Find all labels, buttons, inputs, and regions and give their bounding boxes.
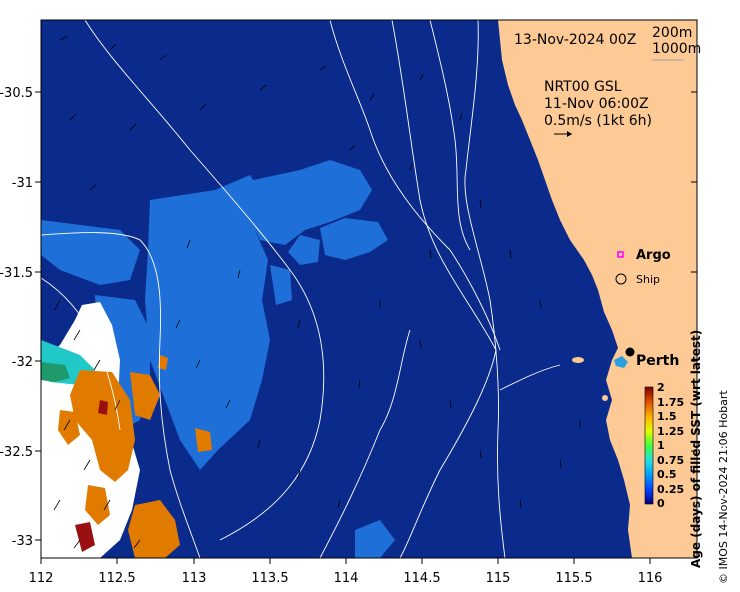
colorbar-title: Age (days) of filled SST (wrt latest) — [689, 330, 703, 568]
colorbar-ticks: 2 1.75 1.5 1.25 1 0.75 0.5 0.25 0 — [657, 381, 684, 510]
axis-ticks — [35, 91, 697, 564]
credit-text: © IMOS 14-Nov-2024 21:06 Hobart — [717, 390, 730, 584]
x-tick-label: 112.5 — [98, 571, 135, 586]
y-tick-label: -32.5 — [0, 445, 33, 460]
x-tick-label: 114.5 — [403, 571, 440, 586]
perth-marker — [625, 347, 635, 357]
colorbar-tick-label: 1.25 — [657, 425, 684, 438]
colorbar-tick-label: 1.75 — [657, 396, 684, 409]
x-tick-label: 112 — [29, 571, 54, 586]
ship-symbol — [615, 273, 627, 285]
x-tick-label: 115 — [486, 571, 511, 586]
colorbar-tick-label: 0 — [657, 497, 665, 510]
argo-label: Argo — [636, 248, 671, 263]
contour-label-200m: 200m — [652, 25, 692, 41]
plot-frame — [40, 19, 698, 559]
x-tick-label: 115.5 — [555, 571, 592, 586]
age-075-patches — [41, 362, 70, 382]
current-legend-line3: 0.5m/s (1kt 6h) — [544, 113, 652, 129]
date-label: 13-Nov-2024 00Z — [514, 32, 636, 48]
colorbar-tick-label: 0.25 — [657, 483, 684, 496]
depth-contours — [41, 20, 561, 558]
current-legend-line2: 11-Nov 06:00Z — [544, 96, 649, 112]
current-scale-arrow — [554, 131, 572, 137]
x-tick-label: 113 — [182, 571, 207, 586]
x-tick-label: 113.5 — [251, 571, 288, 586]
colorbar — [644, 386, 654, 505]
y-tick-label: -33 — [12, 534, 33, 549]
colorbar-tick-label: 0.5 — [657, 468, 677, 481]
current-vectors — [53, 35, 581, 549]
colorbar-tick-label: 0.75 — [657, 454, 684, 467]
garden-island — [602, 395, 608, 401]
ship-label: Ship — [636, 273, 660, 286]
y-tick-label: -31.5 — [0, 266, 33, 281]
y-tick-label: -31 — [12, 176, 33, 191]
y-tick-label: -32 — [12, 355, 33, 370]
colorbar-tick-label: 1.5 — [657, 410, 677, 423]
colorbar-tick-label: 1 — [657, 439, 665, 452]
map-plot-area — [41, 20, 697, 558]
place-label-perth: Perth — [636, 353, 679, 369]
y-tick-label: -30.5 — [0, 86, 33, 101]
x-tick-label: 114 — [334, 571, 359, 586]
rottnest-island — [572, 357, 584, 363]
swan-river — [614, 356, 628, 368]
age-16-patches — [58, 355, 212, 558]
argo-symbol — [617, 251, 624, 258]
contour-label-1000m: 1000m — [652, 41, 701, 57]
age-2-patches — [75, 400, 108, 552]
x-tick-label: 116 — [638, 571, 663, 586]
current-legend-line1: NRT00 GSL — [544, 79, 622, 95]
colorbar-tick-label: 2 — [657, 381, 665, 394]
